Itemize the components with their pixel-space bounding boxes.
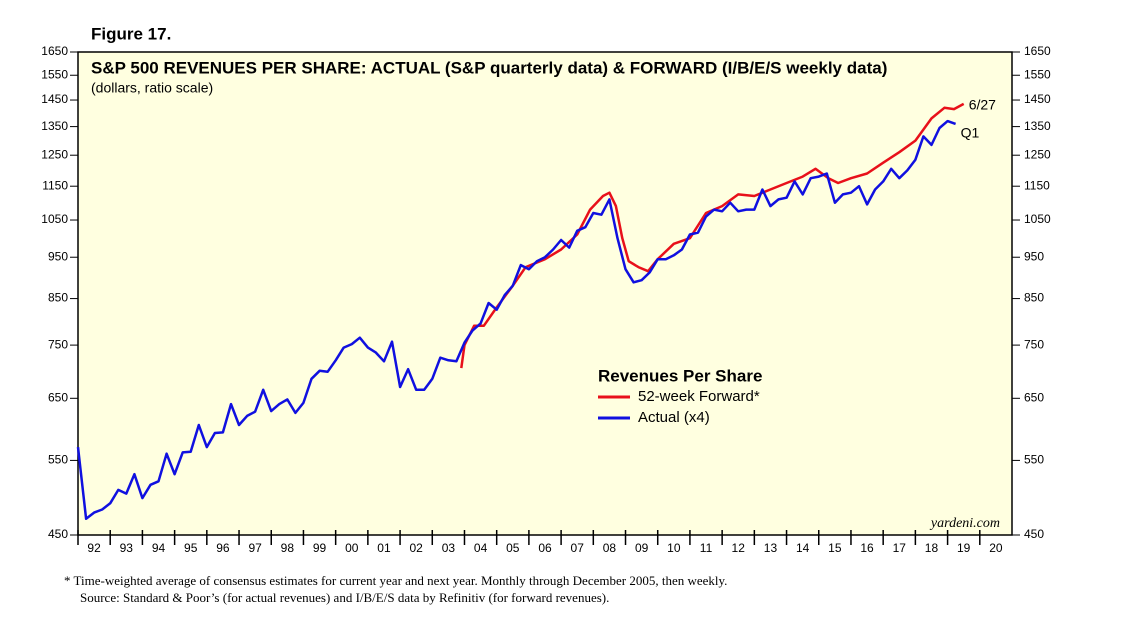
- x-tick-label: 93: [120, 541, 134, 555]
- y-tick-label: 1150: [1024, 178, 1050, 192]
- y-tick-label: 750: [1024, 337, 1044, 351]
- y-tick-label: 1350: [1024, 119, 1051, 133]
- legend-label: Actual (x4): [638, 409, 710, 426]
- x-tick-label: 14: [796, 541, 810, 555]
- y-tick-label: 550: [48, 453, 68, 467]
- x-tick-label: 96: [216, 541, 230, 555]
- y-tick-label: 950: [48, 249, 68, 263]
- y-tick-label: 650: [1024, 390, 1044, 404]
- series-line: [76, 119, 957, 521]
- x-tick-label: 01: [377, 541, 391, 555]
- x-tick-label: 15: [828, 541, 842, 555]
- x-tick-label: 04: [474, 541, 488, 555]
- x-tick-label: 11: [700, 541, 713, 555]
- legend-label: 52-week Forward*: [638, 388, 760, 405]
- x-tick-label: 05: [506, 541, 520, 555]
- chart-title: S&P 500 REVENUES PER SHARE: ACTUAL (S&P …: [91, 58, 887, 77]
- x-tick-label: 18: [925, 541, 939, 555]
- x-tick-label: 16: [860, 541, 874, 555]
- chart-subtitle: (dollars, ratio scale): [91, 80, 213, 96]
- y-tick-label: 1350: [41, 119, 68, 133]
- y-tick-label: 1450: [41, 92, 68, 106]
- y-tick-label: 1050: [1024, 212, 1051, 226]
- watermark: yardeni.com: [929, 516, 1000, 531]
- y-tick-label: 850: [1024, 291, 1044, 305]
- y-tick-label: 750: [48, 337, 68, 351]
- x-tick-label: 94: [152, 541, 166, 555]
- series-annotation: Q1: [961, 125, 980, 141]
- y-tick-label: 850: [48, 291, 68, 305]
- y-tick-label: 950: [1024, 249, 1044, 263]
- x-tick-label: 17: [893, 541, 907, 555]
- footnote: Source: Standard & Poor’s (for actual re…: [80, 590, 609, 605]
- y-tick-label: 550: [1024, 453, 1044, 467]
- x-tick-label: 03: [442, 541, 456, 555]
- x-tick-label: 07: [571, 541, 585, 555]
- figure-label: Figure 17.: [91, 24, 171, 43]
- y-tick-label: 1150: [42, 178, 68, 192]
- plot-area: [77, 51, 1013, 536]
- x-tick-label: 92: [87, 541, 101, 555]
- y-tick-label: 450: [1024, 527, 1044, 541]
- x-tick-label: 20: [989, 541, 1003, 555]
- x-tick-label: 02: [409, 541, 423, 555]
- y-tick-label: 1550: [41, 67, 68, 81]
- y-tick-label: 450: [48, 527, 68, 541]
- x-tick-label: 13: [764, 541, 778, 555]
- y-tick-label: 1550: [1024, 67, 1051, 81]
- legend-title: Revenues Per Share: [598, 366, 762, 385]
- x-tick-label: 09: [635, 541, 649, 555]
- x-tick-label: 00: [345, 541, 359, 555]
- x-tick-label: 98: [281, 541, 295, 555]
- y-tick-label: 1450: [1024, 92, 1051, 106]
- y-tick-label: 1650: [1024, 44, 1051, 58]
- x-tick-label: 06: [538, 541, 552, 555]
- x-tick-label: 12: [732, 541, 746, 555]
- x-tick-label: 99: [313, 541, 327, 555]
- y-tick-label: 1250: [41, 147, 68, 161]
- x-tick-label: 19: [957, 541, 971, 555]
- y-tick-label: 1650: [41, 44, 68, 58]
- x-tick-label: 95: [184, 541, 198, 555]
- y-tick-label: 1050: [41, 212, 68, 226]
- x-tick-label: 97: [248, 541, 262, 555]
- y-tick-label: 1250: [1024, 147, 1051, 161]
- footnote: * Time-weighted average of consensus est…: [64, 573, 727, 588]
- series-annotation: 6/27: [969, 97, 996, 113]
- x-tick-label: 10: [667, 541, 681, 555]
- x-tick-label: 08: [603, 541, 617, 555]
- y-tick-label: 650: [48, 390, 68, 404]
